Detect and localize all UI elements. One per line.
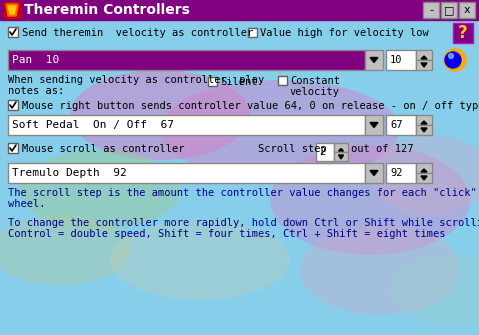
Text: Pan  10: Pan 10: [12, 55, 59, 65]
Bar: [416, 50, 432, 60]
Bar: [334, 152, 348, 161]
Bar: [423, 2, 439, 18]
Text: ?: ?: [458, 24, 468, 42]
Text: The scroll step is the amount the controller value changes for each "click" of t: The scroll step is the amount the contro…: [8, 188, 479, 198]
Text: velocity: velocity: [290, 87, 340, 97]
Bar: [8, 143, 18, 153]
Ellipse shape: [0, 215, 130, 285]
Text: -: -: [429, 5, 433, 15]
Bar: [386, 163, 416, 183]
Bar: [459, 2, 475, 18]
Bar: [8, 27, 18, 37]
Bar: [416, 115, 432, 125]
Polygon shape: [421, 169, 427, 172]
Text: Silent: Silent: [220, 77, 258, 87]
Ellipse shape: [160, 80, 400, 180]
Text: When sending velocity as controller, play: When sending velocity as controller, pla…: [8, 75, 264, 85]
Bar: [8, 163, 365, 183]
Ellipse shape: [390, 255, 479, 325]
Text: 67: 67: [390, 120, 402, 130]
Bar: [248, 28, 257, 37]
Bar: [386, 115, 416, 135]
Bar: [8, 115, 365, 135]
Bar: [8, 100, 18, 110]
Polygon shape: [339, 148, 343, 151]
Text: 10: 10: [390, 55, 402, 65]
Text: □: □: [444, 5, 454, 15]
Polygon shape: [8, 6, 16, 14]
Bar: [334, 143, 348, 152]
Polygon shape: [421, 63, 427, 67]
Polygon shape: [421, 56, 427, 59]
Text: Mouse right button sends controller value 64, 0 on release - on / off type: Mouse right button sends controller valu…: [22, 101, 479, 111]
Bar: [416, 125, 432, 135]
Text: Control = double speed, Shift = four times, Ctrl + Shift = eight times: Control = double speed, Shift = four tim…: [8, 229, 445, 239]
Bar: [416, 163, 432, 173]
Ellipse shape: [270, 145, 470, 255]
Ellipse shape: [370, 135, 479, 215]
Ellipse shape: [300, 225, 460, 315]
Text: x: x: [464, 5, 470, 15]
Text: notes as:: notes as:: [8, 86, 64, 96]
Polygon shape: [370, 123, 378, 128]
Text: To change the controller more rapidly, hold down Ctrl or Shift while scrolling.: To change the controller more rapidly, h…: [8, 218, 479, 228]
Polygon shape: [4, 2, 20, 18]
Text: Send theremin  velocity as controller: Send theremin velocity as controller: [22, 28, 253, 38]
Text: Theremin Controllers: Theremin Controllers: [24, 3, 190, 17]
Circle shape: [444, 49, 466, 71]
Bar: [365, 115, 383, 135]
Text: 92: 92: [390, 168, 402, 178]
Circle shape: [448, 54, 454, 59]
Polygon shape: [421, 176, 427, 180]
Text: Tremulo Depth  92: Tremulo Depth 92: [12, 168, 127, 178]
Text: Soft Pedal  On / Off  67: Soft Pedal On / Off 67: [12, 120, 174, 130]
Text: Scroll step: Scroll step: [258, 144, 327, 154]
Bar: [386, 50, 416, 70]
Polygon shape: [421, 121, 427, 124]
Ellipse shape: [70, 70, 250, 160]
Polygon shape: [339, 155, 343, 159]
Ellipse shape: [110, 220, 290, 300]
Text: Constant: Constant: [290, 76, 340, 86]
Circle shape: [445, 52, 461, 68]
Bar: [316, 143, 334, 161]
Bar: [278, 76, 287, 85]
Polygon shape: [421, 128, 427, 132]
Text: out of 127: out of 127: [351, 144, 413, 154]
Bar: [365, 50, 383, 70]
Text: Mouse scroll as controller: Mouse scroll as controller: [22, 144, 184, 154]
Bar: [441, 2, 457, 18]
Bar: [208, 77, 217, 86]
Bar: [416, 173, 432, 183]
Bar: [416, 60, 432, 70]
Polygon shape: [6, 4, 18, 16]
Polygon shape: [370, 58, 378, 63]
Text: 2: 2: [319, 147, 325, 157]
Ellipse shape: [20, 150, 180, 230]
Bar: [8, 50, 365, 70]
Bar: [453, 23, 473, 43]
Polygon shape: [370, 171, 378, 176]
Text: Value high for velocity low: Value high for velocity low: [260, 28, 429, 38]
Text: wheel.: wheel.: [8, 199, 46, 209]
Bar: [365, 163, 383, 183]
Bar: [0, 0, 479, 20]
